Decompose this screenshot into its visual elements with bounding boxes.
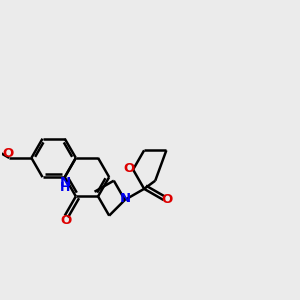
Text: H: H (60, 182, 70, 194)
Text: N: N (60, 176, 71, 189)
Text: O: O (3, 147, 14, 160)
Text: O: O (124, 161, 135, 175)
Text: N: N (119, 192, 130, 205)
Text: O: O (162, 194, 173, 206)
Text: O: O (61, 214, 72, 227)
